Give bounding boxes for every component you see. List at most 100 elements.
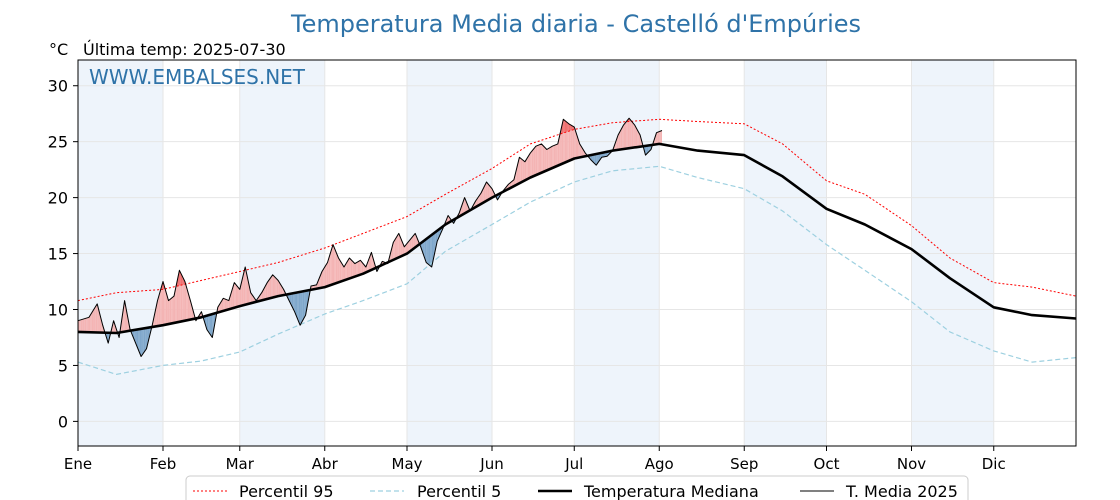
anomaly-fill-below: [298, 291, 301, 326]
month-label-ago: Ago: [645, 455, 674, 473]
anomaly-fill-above: [369, 252, 372, 271]
anomaly-fill-above: [183, 278, 185, 321]
anomaly-fill-above: [162, 281, 165, 326]
anomaly-fill-above: [82, 319, 84, 333]
anomaly-fill-above: [83, 318, 85, 333]
anomaly-fill-below: [596, 153, 598, 166]
y-tick-label: 15: [48, 245, 68, 264]
legend-label-p5: Percentil 5: [417, 482, 501, 500]
anomaly-fill-below: [423, 240, 425, 259]
anomaly-fill-above: [623, 123, 625, 150]
series-line-p5: [77, 165, 1077, 375]
anomaly-fill-above: [630, 119, 632, 149]
anomaly-fill-above: [520, 158, 523, 183]
anomaly-fill-above: [618, 132, 620, 150]
anomaly-fill-above: [400, 236, 402, 257]
anomaly-fill-below: [138, 329, 140, 354]
anomaly-fill-above: [167, 295, 169, 325]
anomaly-fill-above: [235, 284, 238, 308]
anomaly-fill-above: [537, 145, 539, 175]
anomaly-fill-above: [187, 291, 190, 321]
anomaly-fill-above: [97, 303, 99, 333]
month-band: [239, 60, 325, 446]
anomaly-fill-above: [568, 123, 571, 161]
anomaly-fill-above: [173, 289, 176, 323]
anomaly-fill-above: [326, 262, 328, 287]
anomaly-fill-above: [615, 138, 617, 151]
anomaly-fill-above: [526, 157, 528, 180]
anomaly-fill-above: [627, 118, 630, 149]
anomaly-fill-above: [530, 151, 532, 178]
anomaly-fill-below: [141, 328, 143, 357]
anomaly-fill-above: [86, 317, 88, 333]
anomaly-fill-above: [556, 143, 558, 167]
month-label-ene: Ene: [64, 455, 92, 473]
anomaly-fill-below: [206, 315, 209, 332]
anomaly-fill-above: [243, 266, 246, 306]
y-tick-label: 0: [58, 412, 68, 431]
anomaly-fill-above: [176, 276, 179, 323]
anomaly-fill-above: [534, 146, 536, 176]
anomaly-fill-below: [426, 237, 428, 264]
month-label-sep: Sep: [730, 455, 758, 473]
anomaly-fill-below: [294, 292, 296, 316]
anomaly-fill-above: [334, 247, 336, 284]
month-label-abr: Abr: [312, 455, 339, 473]
anomaly-fill-extreme: [564, 120, 567, 133]
anomaly-fill-above: [278, 280, 280, 297]
anomaly-fill-above: [487, 183, 490, 200]
anomaly-fill-above: [619, 129, 621, 150]
anomaly-fill-above: [485, 181, 487, 202]
month-bands: [78, 60, 994, 446]
anomaly-fill-below: [301, 291, 303, 323]
anomaly-fill-above: [223, 298, 225, 311]
anomaly-fill-above: [264, 285, 266, 300]
anomaly-fill-above: [408, 240, 410, 253]
anomaly-fill-above: [626, 119, 628, 149]
anomaly-fill-above: [234, 282, 236, 308]
anomaly-fill-above: [263, 287, 265, 301]
anomaly-fill-above: [221, 298, 224, 312]
anomaly-fill-above: [655, 132, 657, 145]
anomaly-fill-above: [332, 244, 335, 285]
anomaly-fill-above: [237, 286, 239, 307]
series-line-median: [77, 142, 1077, 335]
anomaly-fill-above: [189, 295, 191, 320]
anomaly-fill-above: [184, 281, 187, 321]
anomaly-fill-below: [593, 154, 595, 164]
anomaly-fill-below: [424, 239, 427, 263]
anomaly-fill-extreme: [567, 122, 569, 132]
anomaly-fill-above: [345, 262, 347, 280]
anomaly-fill-above: [409, 238, 412, 252]
anomaly-fill-above: [246, 273, 248, 305]
anomaly-fill-below: [291, 293, 294, 309]
anomaly-fill-below: [143, 328, 146, 353]
anomaly-fill-above: [533, 147, 535, 177]
anomaly-fill-above: [93, 308, 95, 333]
month-label-jul: Jul: [564, 455, 583, 473]
anomaly-fill-above: [581, 146, 583, 158]
anomaly-fill-above: [249, 286, 251, 304]
anomaly-fill-above: [242, 272, 244, 306]
anomaly-fill-above: [158, 291, 161, 326]
anomaly-fill-above: [224, 298, 227, 311]
anomaly-fill-above: [637, 129, 639, 148]
anomaly-fill-above: [324, 264, 327, 288]
anomaly-fill-below: [132, 330, 135, 340]
anomaly-fill-above: [560, 125, 562, 165]
anomaly-fill-above: [571, 125, 573, 160]
legend: Percentil 95 Percentil 5 Temperatura Med…: [185, 475, 969, 500]
legend-label-current: T. Media 2025: [845, 482, 958, 500]
anomaly-fill-above: [541, 143, 543, 173]
anomaly-fill-above: [343, 264, 346, 281]
month-label-nov: Nov: [897, 455, 926, 473]
anomaly-fill-above: [363, 263, 365, 274]
anomaly-fill-above: [361, 261, 364, 275]
anomaly-fill-above: [171, 297, 173, 324]
anomaly-fill-below: [139, 328, 142, 357]
anomaly-fill-above: [337, 254, 339, 283]
anomaly-fill-above: [228, 296, 231, 310]
anomaly-fill-above: [478, 195, 480, 206]
anomaly-fill-above: [635, 127, 638, 148]
anomaly-fill-above: [624, 121, 627, 149]
